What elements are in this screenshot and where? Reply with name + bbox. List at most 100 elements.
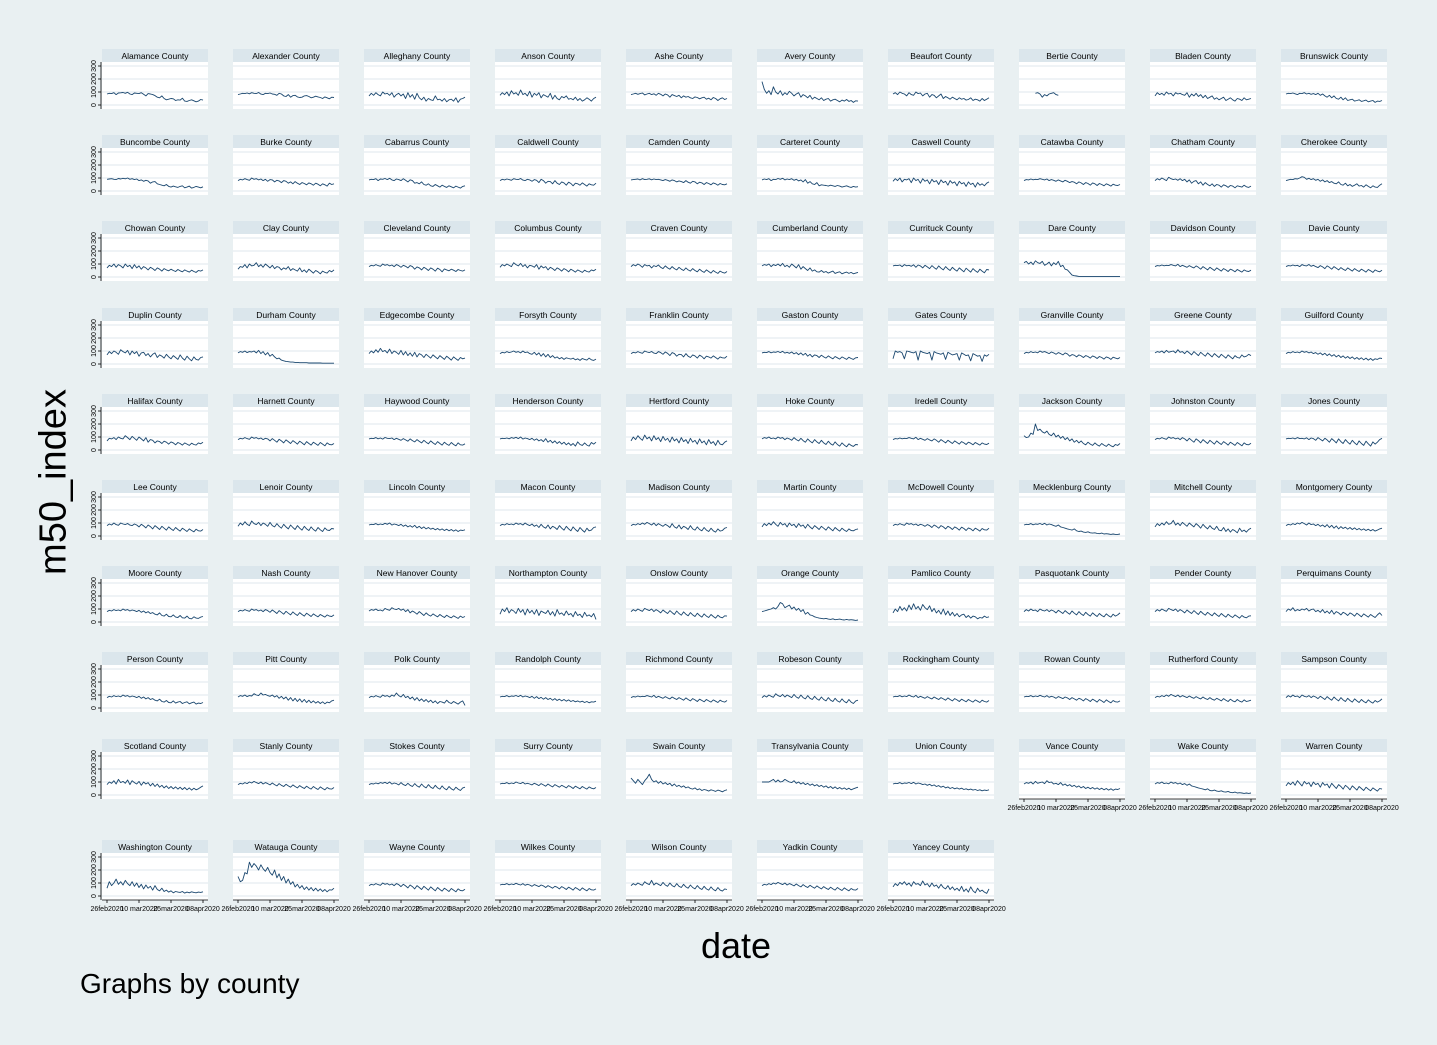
series-line	[1285, 176, 1383, 189]
plot-area	[1150, 62, 1256, 109]
series-line	[1023, 350, 1121, 360]
panel-title: Yadkin County	[783, 842, 838, 852]
series-line	[106, 435, 204, 446]
panel-strip	[1281, 739, 1387, 752]
panel-title: Henderson County	[513, 396, 585, 406]
series-line	[1154, 263, 1252, 273]
plot-area	[1150, 579, 1256, 626]
panel-henderson-county: Henderson County	[495, 394, 601, 454]
panel-cabarrus-county: Cabarrus County	[364, 135, 470, 195]
y-tick-label: 300	[91, 405, 98, 417]
panel-title: Cumberland County	[772, 223, 848, 233]
plot-area	[757, 853, 863, 900]
panel-currituck-county: Currituck County	[888, 221, 994, 281]
series-line	[761, 350, 859, 360]
x-tick-label: 25mar2020	[153, 906, 189, 913]
series-line	[499, 262, 597, 273]
series-line	[1154, 176, 1252, 189]
x-tick-label: 08apr2020	[710, 906, 744, 913]
panel-strip	[233, 840, 339, 853]
y-tick-label: 300	[91, 851, 98, 863]
panel-title: Swain County	[653, 741, 706, 751]
x-tick-label: 10 mar2020	[120, 906, 157, 913]
x-tick-label: 10 mar2020	[382, 906, 419, 913]
plot-area	[757, 321, 863, 368]
plot-area	[1019, 493, 1125, 540]
panel-strip	[1281, 394, 1387, 407]
series-line	[630, 350, 728, 360]
panel-strip	[1019, 135, 1125, 148]
series-line	[630, 879, 728, 892]
series-line	[892, 880, 990, 894]
x-tick-label: 10 mar2020	[1037, 805, 1074, 812]
panel-title: Caldwell County	[517, 137, 579, 147]
panel-title: Avery County	[785, 51, 837, 61]
panel-montgomery-county: Montgomery County	[1281, 480, 1387, 540]
panel-title: Nash County	[261, 568, 311, 578]
panel-title: Pitt County	[265, 654, 307, 664]
panel-strip	[757, 739, 863, 752]
series-line	[499, 694, 597, 704]
panel-title: Burke County	[260, 137, 312, 147]
panel-title: Northampton County	[509, 568, 588, 578]
series-line	[630, 178, 728, 186]
panel-title: Chowan County	[125, 223, 186, 233]
panel-beaufort-county: Beaufort County	[888, 49, 994, 109]
panel-title: Yancey County	[912, 842, 970, 852]
panel-orange-county: Orange County	[757, 566, 863, 626]
plot-area	[233, 234, 339, 281]
panel-strip	[495, 739, 601, 752]
panel-strip	[626, 308, 732, 321]
panel-strip	[1150, 739, 1256, 752]
panel-title: Union County	[915, 741, 967, 751]
series-line	[1154, 607, 1252, 619]
y-tick-label: 100	[91, 431, 98, 443]
panel-mecklenburg-county: Mecklenburg County	[1019, 480, 1125, 540]
plot-area	[1019, 62, 1125, 109]
series-line	[1023, 694, 1121, 704]
plot-area	[1150, 752, 1256, 799]
plot-area	[102, 62, 208, 109]
plot-area	[1150, 321, 1256, 368]
x-tick-label: 08apr2020	[317, 906, 351, 913]
panel-strip	[1281, 135, 1387, 148]
panel-title: Currituck County	[909, 223, 973, 233]
y-tick-label: 200	[91, 504, 98, 516]
panel-strip	[626, 49, 732, 62]
plot-area	[233, 752, 339, 799]
x-tick-label: 10 mar2020	[906, 906, 943, 913]
panel-durham-county: Durham County	[233, 308, 339, 368]
series-line	[1023, 780, 1121, 791]
panel-strip	[233, 739, 339, 752]
plot-area	[757, 665, 863, 712]
panel-title: Brunswick County	[1300, 51, 1369, 61]
series-line	[1154, 91, 1252, 102]
panel-title: Madison County	[648, 482, 710, 492]
plot-area	[233, 407, 339, 454]
plot-area	[102, 752, 208, 799]
plot-area	[233, 62, 339, 109]
x-tick-label: 08apr2020	[448, 906, 482, 913]
panel-title: Bertie County	[1046, 51, 1098, 61]
x-tick-label: 25mar2020	[1201, 805, 1237, 812]
plot-area	[495, 853, 601, 900]
plot-area	[626, 62, 732, 109]
panel-title: Rutherford County	[1168, 654, 1238, 664]
panel-title: Stanly County	[260, 741, 314, 751]
panel-avery-county: Avery County	[757, 49, 863, 109]
panel-title: Mecklenburg County	[1033, 482, 1112, 492]
series-line	[237, 349, 334, 364]
y-tick-label: 100	[91, 517, 98, 529]
panel-onslow-county: Onslow County	[626, 566, 732, 626]
panel-alleghany-county: Alleghany County	[364, 49, 470, 109]
panel-title: Franklin County	[649, 310, 709, 320]
series-line	[1154, 349, 1252, 360]
